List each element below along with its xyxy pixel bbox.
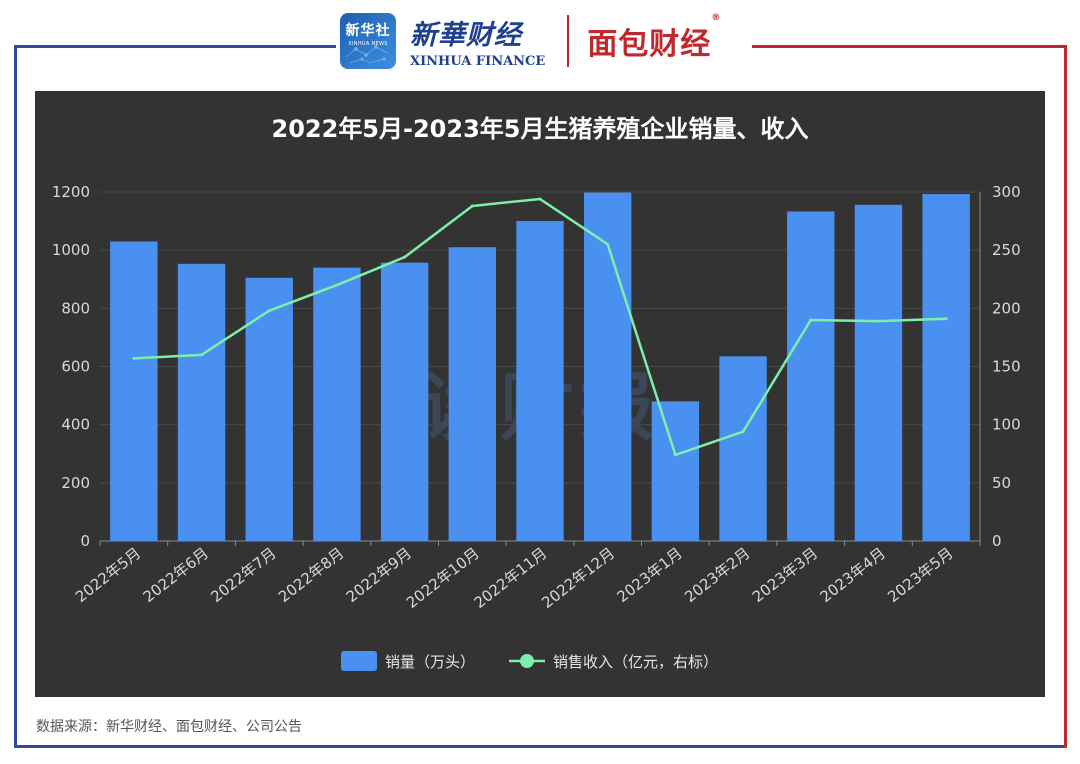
y-left-tick-label: 1000 xyxy=(52,241,90,259)
frame-top-right-line xyxy=(752,45,1067,48)
y-left-tick-label: 800 xyxy=(61,299,90,317)
legend-line-label: 销售收入（亿元，右标） xyxy=(553,653,718,671)
y-left-tick-label: 0 xyxy=(80,532,90,550)
frame-bottom-line xyxy=(14,745,1067,748)
bar xyxy=(448,247,496,541)
y-right-tick-label: 250 xyxy=(992,241,1021,259)
xinhua-emblem-text: 新华社 xyxy=(345,22,391,39)
frame-top-left-line xyxy=(14,45,336,48)
y-left-tick-label: 400 xyxy=(61,416,90,434)
bar xyxy=(245,277,293,541)
mianbao-name: 面包财经 xyxy=(587,27,712,62)
revenue-point xyxy=(267,309,271,313)
bar xyxy=(516,221,564,542)
y-right-tick-label: 300 xyxy=(992,183,1021,201)
revenue-point xyxy=(944,317,948,321)
logo-divider xyxy=(567,15,570,67)
y-right-tick-label: 100 xyxy=(992,416,1021,434)
revenue-point xyxy=(673,453,677,457)
x-tick-label: 2022年12月 xyxy=(538,544,618,612)
x-tick-label: 2023年4月 xyxy=(817,544,889,606)
bar xyxy=(177,263,226,541)
revenue-point xyxy=(200,353,204,357)
bar xyxy=(110,241,158,542)
legend-line-marker xyxy=(520,654,534,668)
bar xyxy=(651,401,700,541)
xinhua-news-logo: 新华社 XINHUA NEWS xyxy=(340,13,396,69)
x-tick-label: 2022年10月 xyxy=(403,544,483,612)
revenue-point xyxy=(335,283,339,287)
x-tick-label: 2022年8月 xyxy=(275,544,347,606)
mianbao-caijing-logo: 面包财经 ® xyxy=(587,13,720,63)
xinhua-finance-zh: 新華财经 xyxy=(410,20,522,51)
bar xyxy=(854,204,903,541)
x-tick-label: 2022年7月 xyxy=(207,544,279,606)
frame-right-line xyxy=(1064,45,1067,748)
y-left-tick-label: 1200 xyxy=(52,183,90,201)
y-left-tick-label: 600 xyxy=(61,358,90,376)
x-tick-label: 2023年1月 xyxy=(614,544,686,606)
chart-svg: 2022年5月-2023年5月生猪养殖企业销量、收入读财报02004006008… xyxy=(52,115,1021,671)
header-logos: 新华社 XINHUA NEWS 新華财经 XINHUA FINANCE 面包财经… xyxy=(340,8,750,74)
bar xyxy=(719,356,767,541)
revenue-point xyxy=(470,204,474,208)
y-left-tick-label: 200 xyxy=(61,474,90,492)
registered-mark: ® xyxy=(711,13,722,23)
chart-panel: 2022年5月-2023年5月生猪养殖企业销量、收入读财报02004006008… xyxy=(35,91,1045,697)
source-note: 数据来源：新华财经、面包财经、公司公告 xyxy=(36,719,302,735)
x-tick-label: 2022年6月 xyxy=(140,544,212,606)
frame-left-line xyxy=(14,45,17,748)
revenue-point xyxy=(809,318,813,322)
xinhua-finance-logo: 新華财经 XINHUA FINANCE xyxy=(410,13,545,69)
x-tick-label: 2023年3月 xyxy=(749,544,821,606)
x-tick-label: 2023年5月 xyxy=(884,544,956,606)
x-tick-label: 2023年2月 xyxy=(681,544,753,606)
xinhua-emblem-en: XINHUA NEWS xyxy=(348,40,388,47)
globe-icon xyxy=(345,45,389,64)
revenue-point xyxy=(876,319,880,323)
revenue-point xyxy=(741,430,745,434)
bar xyxy=(584,192,632,541)
xinhua-finance-en: XINHUA FINANCE xyxy=(410,54,546,69)
legend-bar-label: 销量（万头） xyxy=(385,653,475,671)
y-right-tick-label: 150 xyxy=(992,358,1021,376)
revenue-point xyxy=(538,197,542,201)
legend-bar-swatch xyxy=(341,651,377,671)
x-tick-label: 2022年5月 xyxy=(72,544,144,606)
bar xyxy=(922,194,970,541)
bar xyxy=(787,211,835,541)
bar xyxy=(313,267,361,541)
revenue-point xyxy=(606,242,610,246)
chart-title: 2022年5月-2023年5月生猪养殖企业销量、收入 xyxy=(272,115,809,143)
revenue-point xyxy=(403,255,407,259)
y-right-tick-label: 50 xyxy=(992,474,1011,492)
y-right-tick-label: 200 xyxy=(992,299,1021,317)
x-tick-label: 2022年11月 xyxy=(471,544,551,612)
y-right-tick-label: 0 xyxy=(992,532,1002,550)
bar xyxy=(380,262,429,541)
revenue-point xyxy=(132,356,136,360)
